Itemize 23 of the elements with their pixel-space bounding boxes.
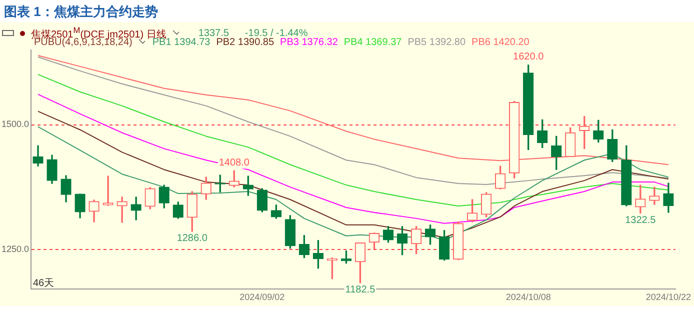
annotation: 1620.0 [513, 52, 544, 63]
y-tick-label: 1250.0 [1, 244, 29, 254]
annotation: 1286.0 [176, 233, 208, 244]
legend-title: PUBU(4,6,9,13,18,24) [34, 37, 132, 48]
y-tick-label: 1500.0 [1, 119, 29, 130]
text: PB4 1369.37 [344, 37, 402, 48]
text: PB3 1376.32 [280, 37, 338, 48]
x-tick-label: 2024/09/02 [240, 292, 285, 302]
text: PB2 1390.85 [216, 37, 274, 48]
annotation: 1182.5 [345, 284, 376, 296]
chart-title: 图表 1：焦煤主力合约走势 [4, 3, 158, 21]
candlestick [102, 176, 114, 206]
text: -19.5 / -1.44% [244, 28, 308, 39]
candlestick [116, 196, 128, 223]
text: PB6 1420.20 [472, 37, 530, 48]
annotation: 1408.0 [218, 157, 250, 168]
text: 1337.5 [198, 28, 229, 39]
annotation: 46天 [33, 278, 54, 289]
x-tick-label: 2024/10/08 [506, 292, 551, 302]
text: PB1 1394.73 [152, 37, 210, 48]
x-tick-label: 2024/10/22 [646, 292, 691, 302]
text: PB5 1392.80 [408, 37, 466, 48]
annotation: 1322.5 [625, 214, 656, 226]
